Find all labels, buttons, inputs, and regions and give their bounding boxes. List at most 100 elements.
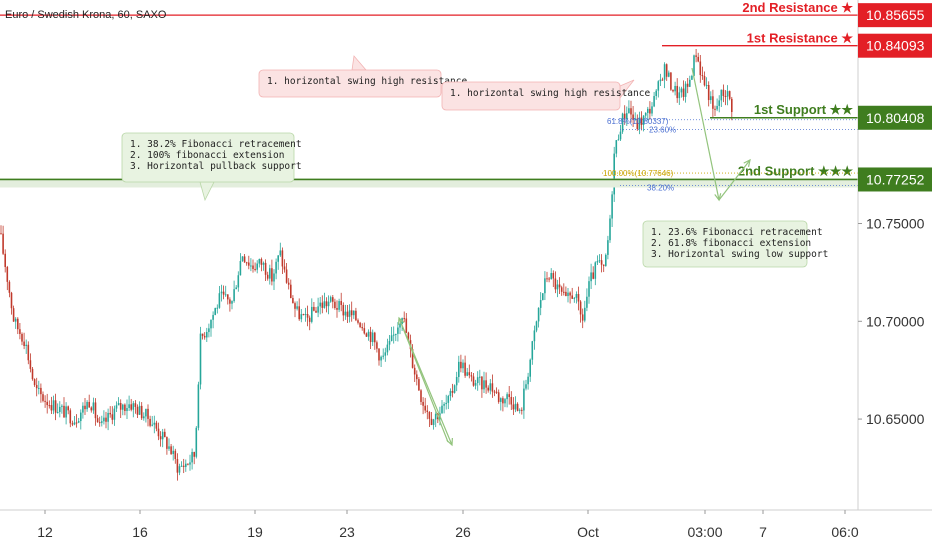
candle-body <box>185 463 187 467</box>
time-tick-label: 03:00 <box>687 524 722 540</box>
candle-body <box>605 254 607 266</box>
candle-body <box>485 380 487 388</box>
resistance2-price-tag-bg <box>858 3 932 28</box>
candle-body <box>292 297 294 304</box>
candle-body <box>581 314 584 321</box>
candle-body <box>476 377 479 384</box>
candle-body <box>174 450 177 460</box>
candle-body <box>487 387 489 391</box>
price-tick-label: 10.65000 <box>866 411 925 427</box>
candle-body <box>155 422 158 429</box>
candle-body <box>23 341 25 346</box>
candle-body <box>615 140 618 154</box>
support2-note-line: 1. 38.2% Fibonacci retracement <box>130 139 302 150</box>
candle-body <box>552 273 555 279</box>
candle-body <box>105 417 107 422</box>
target-arrow-down <box>691 67 720 201</box>
candle-body <box>42 394 44 401</box>
candle-body <box>718 100 720 106</box>
candle-body <box>128 404 130 409</box>
candle-body <box>256 263 258 270</box>
candle-body <box>27 344 30 361</box>
candle-body <box>40 387 42 395</box>
candle-body <box>512 404 515 410</box>
candle-body <box>98 422 101 424</box>
candle-body <box>90 407 93 411</box>
candle-body <box>153 422 156 425</box>
candle-body <box>6 266 9 282</box>
candle-body <box>403 318 405 320</box>
candle-body <box>571 295 573 299</box>
candle-body <box>340 301 342 305</box>
candle-body <box>103 417 105 422</box>
candle-body <box>607 240 609 255</box>
candle-body <box>357 320 359 323</box>
candle-body <box>369 331 372 343</box>
candle-body <box>611 194 613 219</box>
candle-body <box>17 318 19 330</box>
candle-body <box>453 385 456 393</box>
candle-body <box>527 376 529 385</box>
support1-note-line: 2. 61.8% fibonacci extension <box>651 238 811 249</box>
candle-body <box>195 427 198 457</box>
candle-body <box>560 287 563 292</box>
candle-body <box>8 281 11 293</box>
candle-body <box>210 319 212 329</box>
candle-body <box>206 332 208 338</box>
candle-body <box>500 398 502 402</box>
candle-body <box>682 88 685 97</box>
candle-body <box>61 405 63 407</box>
candle-body <box>466 372 468 376</box>
support2-price-tag-text: 10.77252 <box>866 171 925 187</box>
candle-body <box>166 437 168 449</box>
candle-body <box>411 349 414 368</box>
candle-body <box>168 446 170 449</box>
candle-body <box>584 307 586 321</box>
candle-body <box>38 387 40 389</box>
candle-body <box>298 306 300 320</box>
candle-body <box>273 273 275 282</box>
candle-body <box>329 297 332 302</box>
candle-body <box>149 418 151 426</box>
candle-body <box>416 374 418 380</box>
candle-body <box>264 262 267 275</box>
fib-236-label: 23.60% <box>649 126 676 135</box>
support2-note-line: 2. 100% fibonacci extension <box>130 150 284 161</box>
candle-body <box>178 466 181 473</box>
candle-body <box>216 307 219 309</box>
fib-618-label: 61.8%(10.80337) <box>607 117 669 126</box>
candle-body <box>157 428 160 437</box>
candle-body <box>722 89 725 96</box>
candle-body <box>138 405 141 415</box>
candle-body <box>388 340 391 345</box>
candle-body <box>674 85 676 92</box>
candle-body <box>271 268 273 282</box>
time-tick-label: 26 <box>455 524 471 540</box>
candle-body <box>697 56 699 62</box>
candle-body <box>182 465 185 467</box>
candle-body <box>378 348 380 361</box>
candle-body <box>96 418 99 423</box>
candle-body <box>346 311 349 317</box>
support1-price-tag-bg <box>858 105 932 130</box>
candle-body <box>531 341 534 360</box>
candle-body <box>483 380 485 390</box>
candle-body <box>231 301 233 304</box>
candle-body <box>187 463 189 465</box>
candle-body <box>428 412 431 419</box>
candle-body <box>31 368 34 380</box>
candle-body <box>668 72 670 77</box>
support2-note-line: 3. Horizontal pullback support <box>130 161 302 172</box>
candle-body <box>126 408 128 412</box>
candle-body <box>124 404 126 412</box>
candle-body <box>529 359 531 377</box>
candle-body <box>130 404 132 410</box>
candle-body <box>311 306 313 322</box>
candle-body <box>514 403 517 410</box>
candle-body <box>432 419 435 425</box>
candle-body <box>92 402 95 411</box>
candle-body <box>140 405 143 419</box>
candle-body <box>0 233 2 235</box>
